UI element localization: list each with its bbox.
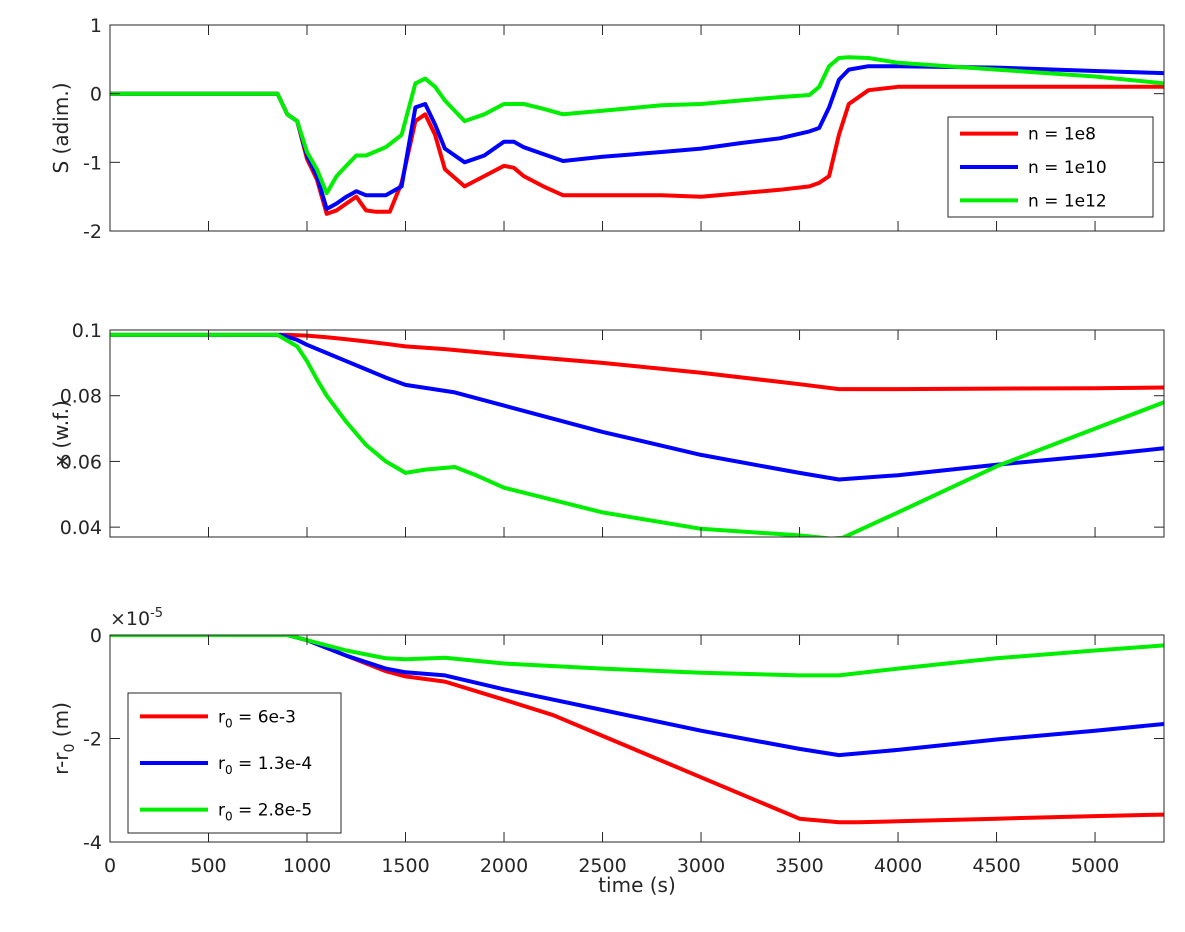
legend-entry: n = 1e12: [1028, 191, 1107, 211]
y-tick-label: -4: [83, 832, 102, 854]
y-tick-label: -2: [83, 221, 102, 243]
x-tick-label: 2500: [578, 855, 626, 877]
axes-box: [109, 329, 1165, 538]
panel-1: -2 -1 0 1 S (adim.) n = 1e8 n = 1e10 n = 1e12: [49, 15, 1165, 243]
legend-entry: n = 1e10: [1028, 158, 1107, 178]
x-tick-label: 3500: [775, 855, 823, 877]
legend-entry: r0 = 1.3e-4: [218, 754, 312, 777]
series-line-1-2: [110, 64, 1164, 211]
x-tick-label: 1000: [283, 855, 331, 877]
x-tick-label: 2000: [480, 855, 528, 877]
series-line-3-2: [110, 635, 1164, 758]
legend-entry: n = 1e8: [1028, 125, 1096, 145]
legend-entry: r0 = 2.8e-5: [218, 801, 312, 824]
x-axis-label: time (s): [598, 873, 676, 897]
series-line-3-3: [110, 635, 1164, 678]
x-tick-label: 0: [104, 855, 116, 877]
y-tick-label: 0: [90, 625, 102, 647]
axes-box: [109, 24, 1165, 232]
y-axis-label: r-r0 (m): [49, 702, 78, 775]
y-axis-label: S (adim.): [49, 82, 73, 173]
y-exponent-label: ×10-5: [110, 606, 163, 630]
x-tick-label: 5000: [1071, 855, 1119, 877]
series-line-1-1: [110, 84, 1164, 216]
x-tick-label: 4500: [972, 855, 1020, 877]
y-tick-label: 0.1: [72, 320, 102, 342]
y-tick-label: -1: [83, 152, 102, 174]
x-tick-label: 4000: [874, 855, 922, 877]
y-tick-label: -2: [83, 729, 102, 751]
legend-entry: r0 = 6e-3: [218, 707, 296, 730]
legend: r0 = 6e-3 r0 = 1.3e-4 r0 = 2.8e-5: [127, 692, 342, 834]
y-tick-label: 0: [90, 84, 102, 106]
series-line-1-3: [110, 55, 1164, 196]
y-axis-label: x (w.f.): [49, 400, 73, 467]
series-line-2-1: [110, 332, 1164, 392]
y-tick-label: 0.04: [60, 517, 102, 539]
series-line-2-3: [110, 332, 1164, 537]
x-tick-label: 1500: [381, 855, 429, 877]
panel-2: 0.04 0.06 0.08 0.1 x (w.f.): [49, 320, 1165, 539]
y-tick-label: 1: [90, 15, 102, 37]
y-tick-label: 0.06: [60, 451, 102, 473]
x-tick-label: 500: [190, 855, 226, 877]
x-tick-label: 3000: [677, 855, 725, 877]
y-tick-label: 0.08: [60, 386, 102, 408]
legend: n = 1e8 n = 1e10 n = 1e12: [947, 116, 1154, 218]
series-line-2-2: [110, 332, 1164, 482]
panel-3: 0 500 1000 1500 2000 2500 3000 3500 4000 4500 5000…: [49, 606, 1165, 897]
